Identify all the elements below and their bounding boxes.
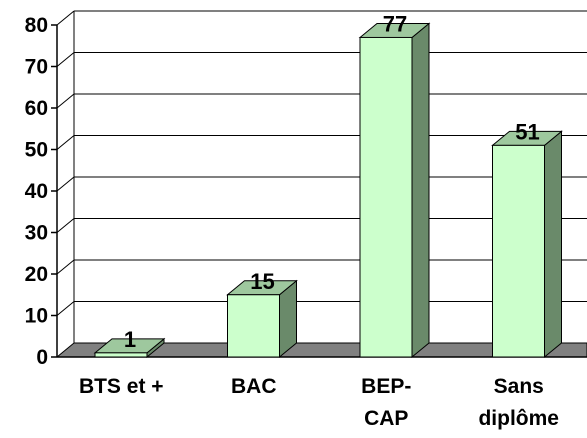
x-tick-label: Sans diplôme <box>478 375 559 430</box>
gridline-diagonal <box>56 93 75 109</box>
gridline-diagonal <box>56 218 75 233</box>
data-label: 77 <box>383 11 407 36</box>
y-tick-label: 60 <box>25 97 48 120</box>
labels: 0 10 20 30 40 50 60 70 80 1 15 77 51 BTS et + BAC BEP-C… <box>25 11 559 430</box>
y-tick-label: 40 <box>25 180 48 203</box>
gridline-diagonal <box>56 52 75 67</box>
bar-side <box>544 130 562 359</box>
bar <box>492 144 545 358</box>
data-label: 51 <box>515 119 539 144</box>
y-tick-label: 30 <box>25 222 48 245</box>
gridline-diagonal <box>56 301 75 316</box>
bars <box>93 22 563 359</box>
x-tick-label: BAC <box>231 375 277 398</box>
x-tick-label: BEP-CAP <box>361 375 411 430</box>
y-tick-label: 20 <box>25 263 48 286</box>
gridline-diagonal <box>56 259 75 275</box>
y-tick-label: 50 <box>25 139 48 162</box>
data-label: 15 <box>250 269 274 294</box>
y-tick-label: 70 <box>25 56 48 79</box>
data-label: 1 <box>124 327 136 352</box>
y-tick-label: 80 <box>25 14 48 37</box>
bar <box>94 352 148 358</box>
bar <box>359 36 413 358</box>
gridlines <box>56 10 587 343</box>
y-tick-label: 0 <box>36 346 48 369</box>
gridline-diagonal <box>56 135 75 150</box>
bar <box>227 294 280 358</box>
x-tick-label: BTS et + <box>79 375 164 398</box>
y-tick-label: 10 <box>25 305 48 328</box>
gridline-diagonal <box>56 176 75 192</box>
gridline-diagonal <box>56 10 75 26</box>
bar-side <box>411 22 430 359</box>
